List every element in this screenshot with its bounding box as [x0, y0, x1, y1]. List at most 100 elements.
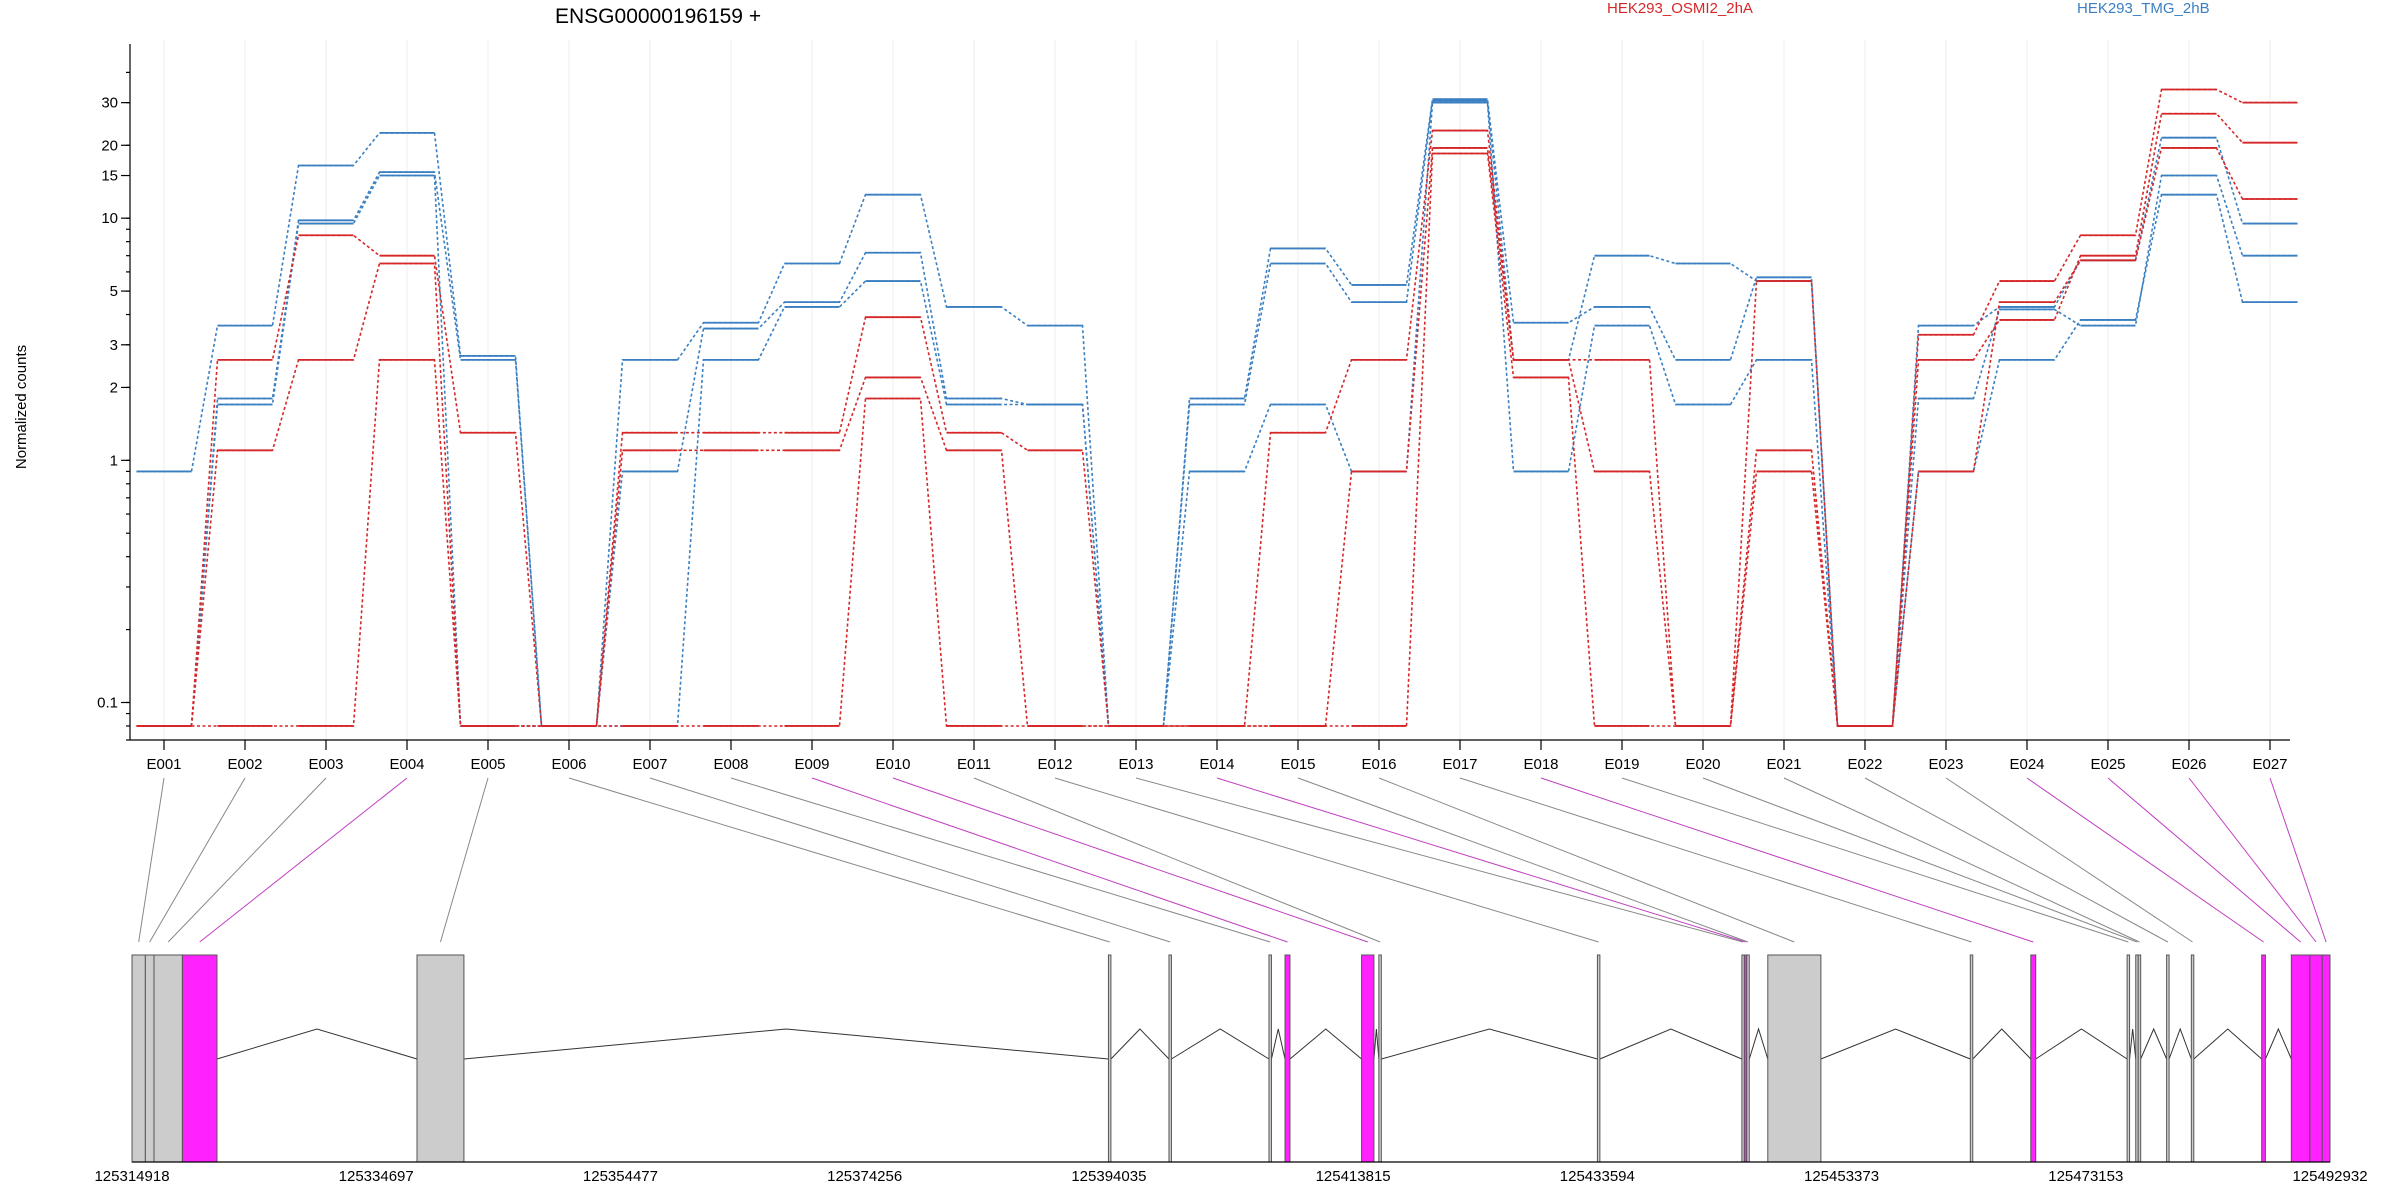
x-tick-label: E007	[632, 756, 667, 773]
exon-connector	[568, 777, 1110, 943]
exon-box	[1969, 954, 1974, 1163]
y-tick-label: 20	[101, 137, 118, 154]
intron	[1972, 1028, 2032, 1060]
genome-tick-label: 125334697	[339, 1168, 414, 1185]
exon-box	[1268, 954, 1272, 1163]
exon-box	[2166, 954, 2170, 1163]
exon-box	[153, 954, 183, 1163]
y-tick-label: 30	[101, 95, 118, 112]
x-tick-label: E013	[1118, 756, 1153, 773]
exon-connector	[1945, 777, 2193, 943]
intron	[2264, 1027, 2292, 1060]
exon-box	[2261, 954, 2266, 1163]
x-tick-label: E022	[1847, 756, 1882, 773]
exon-box	[131, 954, 146, 1163]
intron	[1381, 1028, 1598, 1060]
x-tick-label: E025	[2090, 756, 2125, 773]
exon-box	[2309, 954, 2323, 1163]
exon-box	[1168, 954, 1172, 1163]
grid-lines	[163, 40, 2271, 740]
exon-box	[2126, 954, 2131, 1163]
intron	[2168, 1027, 2192, 1060]
x-axis: E001 E002 E003 E004 E005 E006 E007 E008 E009 E010…	[130, 739, 2290, 773]
chart-title: ENSG00000196159 +	[555, 5, 761, 28]
intron	[1373, 1028, 1380, 1060]
intron	[1748, 1027, 1769, 1060]
x-tick-label: E003	[308, 756, 343, 773]
exon-connector	[1864, 777, 2169, 943]
x-tick-label: E002	[227, 756, 262, 773]
x-tick-label: E009	[794, 756, 829, 773]
gene-model	[131, 954, 2331, 1163]
exon-box	[1746, 954, 1750, 1163]
intron	[1171, 1028, 1270, 1060]
exon-box	[1767, 954, 1822, 1163]
exon-box	[1284, 954, 1291, 1163]
genomic-coordinate-axis: 125314918 125334697 125354477 125374256 1253…	[94, 1161, 2368, 1185]
x-tick-label: E006	[551, 756, 586, 773]
genome-tick-label: 125492932	[2292, 1168, 2367, 1185]
exon-connector	[2107, 777, 2301, 943]
exon-connector	[167, 777, 327, 943]
y-tick-label: 3	[110, 337, 118, 354]
exon-connector	[2188, 777, 2317, 943]
exon-box	[1378, 954, 1382, 1163]
intron	[216, 1028, 418, 1060]
x-tick-label: E004	[389, 756, 424, 773]
exon-connector	[811, 777, 1288, 943]
x-tick-label: E021	[1766, 756, 1801, 773]
exon-connector	[149, 777, 246, 943]
exon-connector	[1378, 777, 1795, 943]
exon-connector	[649, 777, 1171, 943]
x-tick-label: E015	[1280, 756, 1315, 773]
exon-connector	[2269, 777, 2327, 943]
genome-tick-label: 125453373	[1804, 1168, 1879, 1185]
intron	[1110, 1028, 1170, 1060]
x-tick-label: E020	[1685, 756, 1720, 773]
x-tick-label: E005	[470, 756, 505, 773]
exon-box	[1107, 954, 1112, 1163]
exon-connector	[1054, 777, 1599, 943]
genome-tick-label: 125354477	[583, 1168, 658, 1185]
intron	[463, 1028, 1109, 1060]
intron	[2140, 1027, 2168, 1060]
x-tick-label: E024	[2009, 756, 2044, 773]
legend-entry-tmg: HEK293_TMG_2hB	[2077, 0, 2210, 17]
y-tick-label: 0.1	[97, 694, 118, 711]
exon-connector	[1297, 777, 1749, 943]
series-lines	[136, 88, 2298, 727]
genome-tick-label: 125433594	[1560, 1168, 1635, 1185]
exon-box	[2290, 954, 2311, 1163]
exon-box	[181, 954, 218, 1163]
y-tick-label: 15	[101, 168, 118, 185]
genome-tick-label: 125374256	[827, 1168, 902, 1185]
exon-box	[2137, 954, 2142, 1163]
intron	[2129, 1028, 2137, 1060]
exon-connector	[439, 777, 489, 943]
x-tick-label: E026	[2171, 756, 2206, 773]
exon-connector	[2026, 777, 2264, 943]
intron	[1289, 1028, 1362, 1060]
intron	[1820, 1028, 1971, 1060]
exon-connector	[730, 777, 1271, 943]
exon-connector	[138, 777, 165, 943]
y-tick-label: 2	[110, 379, 118, 396]
exon-connectors	[138, 777, 2327, 943]
x-tick-label: E018	[1523, 756, 1558, 773]
intron	[2035, 1028, 2128, 1060]
exon-connector	[199, 777, 408, 943]
exon-connector	[1216, 777, 1746, 943]
y-axis: 0.1 1 2 3 5 10 15 20 30	[97, 44, 131, 741]
exon-connector	[1540, 777, 2034, 943]
genome-tick-label: 125314918	[94, 1168, 169, 1185]
intron	[1270, 1028, 1286, 1060]
x-tick-label: E012	[1037, 756, 1072, 773]
y-axis-label: Normalized counts	[13, 345, 30, 469]
exon-connector	[973, 777, 1381, 943]
exon-connector	[1621, 777, 2129, 943]
exon-connector	[892, 777, 1368, 943]
x-tick-label: E001	[146, 756, 181, 773]
intron	[1599, 1028, 1743, 1060]
x-tick-label: E027	[2252, 756, 2287, 773]
